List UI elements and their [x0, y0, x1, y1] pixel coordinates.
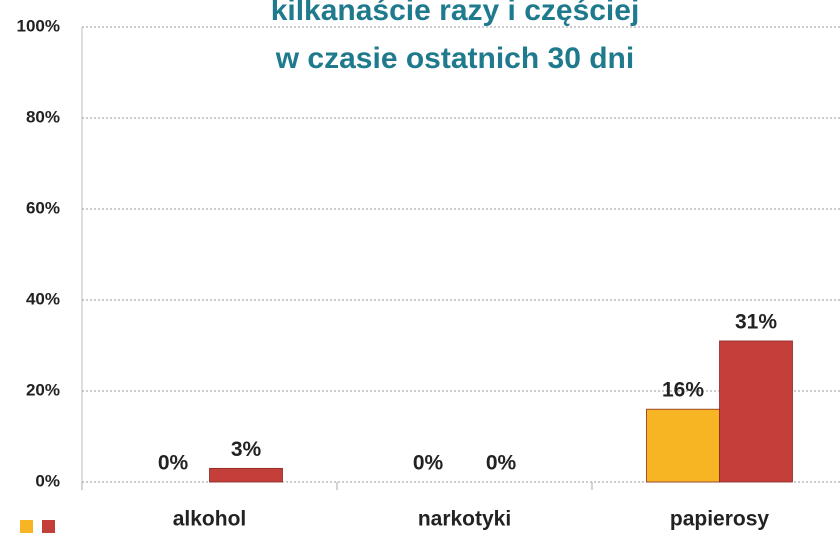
x-tick-label: papierosy [670, 508, 770, 531]
data-label: 0% [158, 452, 189, 475]
bar [646, 408, 720, 483]
data-label: 16% [662, 379, 704, 402]
y-tick-label: 0% [35, 471, 60, 490]
y-tick-label: 40% [26, 289, 60, 308]
y-tick-label: 60% [26, 198, 60, 217]
y-tick-label: 20% [26, 380, 60, 399]
data-label: 3% [231, 438, 262, 461]
bar [209, 467, 283, 483]
chart-title: kilkanaście razy i częściej [271, 0, 640, 27]
y-tick-label: 100% [17, 16, 60, 35]
data-label: 0% [413, 452, 444, 475]
y-tick-label: 80% [26, 107, 60, 126]
data-label: 0% [486, 452, 517, 475]
bar [719, 340, 793, 483]
legend-marker [20, 520, 33, 533]
x-tick-label: narkotyki [418, 508, 511, 531]
legend-marker [42, 520, 55, 533]
data-label: 31% [735, 310, 777, 333]
x-tick-label: alkohol [173, 508, 247, 531]
chart-title: w czasie ostatnich 30 dni [275, 42, 634, 75]
